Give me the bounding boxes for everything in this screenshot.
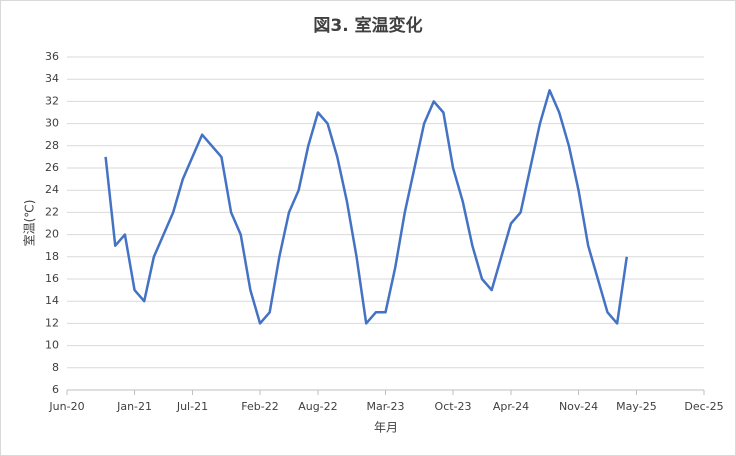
x-tick-label: Feb-22 (241, 400, 278, 413)
x-tick-label: Jun-20 (48, 400, 84, 413)
y-tick-label: 28 (45, 139, 59, 152)
y-tick-label: 12 (45, 316, 59, 329)
chart-title: 図3. 室温変化 (313, 15, 422, 36)
y-tick-label: 20 (45, 228, 59, 241)
x-tick-label: Mar-23 (366, 400, 404, 413)
y-axis-label: 室温(℃) (22, 200, 37, 247)
y-tick-label: 34 (45, 72, 59, 85)
x-tick-label: Apr-24 (493, 400, 529, 413)
y-tick-label: 10 (45, 339, 59, 352)
y-tick-label: 24 (45, 183, 59, 196)
y-tick-label: 36 (45, 50, 59, 63)
x-tick-label: Oct-23 (435, 400, 472, 413)
x-tick-label: Nov-24 (559, 400, 598, 413)
y-tick-label: 30 (45, 117, 59, 130)
x-tick-label: Aug-22 (298, 400, 337, 413)
x-axis-label: 年月 (374, 421, 398, 435)
x-tick-label: May-25 (616, 400, 657, 413)
y-tick-label: 6 (52, 383, 59, 396)
y-tick-label: 16 (45, 272, 59, 285)
x-tick-label: Jul-21 (176, 400, 208, 413)
y-tick-label: 8 (52, 361, 59, 374)
y-tick-label: 14 (45, 294, 59, 307)
x-tick-label: Dec-25 (684, 400, 723, 413)
y-tick-label: 32 (45, 94, 59, 107)
y-tick-label: 18 (45, 250, 59, 263)
y-tick-label: 22 (45, 205, 59, 218)
x-tick-label: Jan-21 (116, 400, 152, 413)
y-tick-label: 26 (45, 161, 59, 174)
data-line (104, 89, 629, 325)
